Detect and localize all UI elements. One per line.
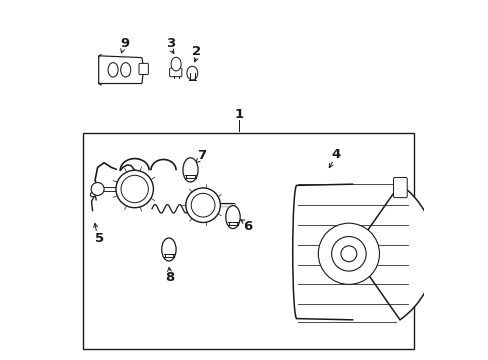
Wedge shape bbox=[352, 184, 434, 320]
Ellipse shape bbox=[121, 63, 130, 77]
FancyBboxPatch shape bbox=[393, 177, 407, 198]
Text: 1: 1 bbox=[234, 108, 243, 121]
Text: 5: 5 bbox=[95, 232, 104, 245]
Ellipse shape bbox=[171, 57, 181, 71]
FancyBboxPatch shape bbox=[139, 63, 148, 75]
Text: 4: 4 bbox=[331, 148, 340, 161]
Text: 2: 2 bbox=[192, 45, 201, 58]
Text: 6: 6 bbox=[243, 220, 252, 233]
Text: 7: 7 bbox=[196, 149, 205, 162]
Circle shape bbox=[340, 246, 356, 262]
Circle shape bbox=[191, 193, 215, 217]
Ellipse shape bbox=[183, 158, 198, 182]
Circle shape bbox=[331, 237, 366, 271]
Ellipse shape bbox=[162, 238, 176, 261]
Text: 8: 8 bbox=[164, 271, 174, 284]
Circle shape bbox=[116, 170, 153, 208]
Ellipse shape bbox=[186, 66, 197, 80]
Circle shape bbox=[318, 223, 379, 284]
Ellipse shape bbox=[90, 191, 98, 197]
Text: 3: 3 bbox=[166, 37, 175, 50]
Bar bbox=[82, 133, 413, 349]
Text: 9: 9 bbox=[120, 37, 129, 50]
Polygon shape bbox=[99, 56, 143, 84]
Ellipse shape bbox=[108, 63, 118, 77]
Ellipse shape bbox=[225, 206, 240, 229]
Circle shape bbox=[185, 188, 220, 222]
FancyBboxPatch shape bbox=[169, 68, 182, 77]
Circle shape bbox=[121, 175, 148, 203]
Circle shape bbox=[91, 183, 104, 195]
